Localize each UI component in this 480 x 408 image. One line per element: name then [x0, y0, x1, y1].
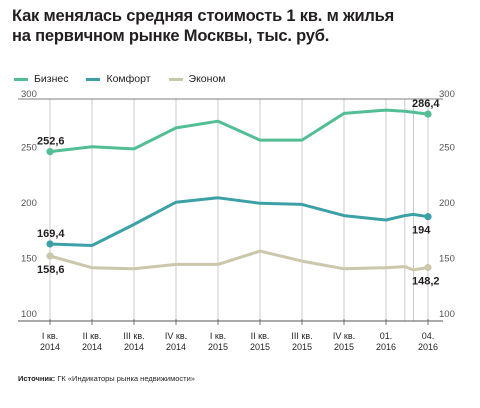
- data-point-business-5: [258, 138, 262, 142]
- end-marker-comfort-0: [46, 240, 54, 248]
- data-label-business-first: 252,6: [37, 136, 65, 148]
- y-tick-left-100: 100: [21, 309, 37, 320]
- x-tick-label-7-line2: 2015: [334, 342, 354, 352]
- y-tick-left-200: 200: [21, 198, 37, 209]
- data-point-comfort-4: [216, 196, 220, 199]
- x-tick-label-5-line1: II кв.: [251, 331, 270, 341]
- x-tick-label-0-line1: I кв.: [42, 331, 58, 341]
- y-tick-right-150: 150: [439, 254, 455, 265]
- series-line-comfort: [48, 196, 430, 247]
- end-marker-business-0: [46, 148, 54, 156]
- legend-label-comfort: Комфорт: [106, 73, 151, 85]
- legend-item-comfort: Комфорт: [86, 73, 151, 85]
- data-point-econom-7: [342, 267, 346, 271]
- data-point-econom-2: [132, 267, 136, 271]
- y-tick-right-300: 300: [439, 89, 455, 100]
- end-marker-econom-0: [46, 252, 54, 260]
- x-tick-label-4-line2: 2015: [208, 342, 228, 352]
- legend-swatch-comfort: [86, 77, 101, 81]
- data-point-comfort-10: [412, 213, 415, 216]
- data-label-business-last: 286,4: [412, 98, 440, 110]
- x-tick-label-1-line1: II кв.: [83, 331, 102, 341]
- data-point-business-6: [300, 138, 304, 142]
- data-point-business-4: [216, 120, 220, 123]
- x-tick-label-2-line2: 2014: [124, 342, 144, 352]
- data-point-comfort-3: [174, 201, 178, 204]
- chart-legend: Бизнес Комфорт Эконом: [14, 73, 226, 85]
- data-point-comfort-7: [342, 214, 346, 217]
- source-note: Источник: ГК «Индикаторы рынка недвижимо…: [18, 374, 195, 383]
- data-label-comfort-last: 194: [412, 225, 431, 237]
- data-point-econom-4: [216, 263, 220, 266]
- data-point-econom-5: [258, 249, 262, 253]
- data-point-business-2: [132, 147, 136, 151]
- x-tick-label-3-line1: IV кв.: [165, 331, 187, 341]
- series-line-business: [48, 108, 430, 154]
- x-tick-label-4-line1: I кв.: [210, 331, 226, 341]
- data-point-econom-10: [412, 268, 415, 272]
- y-tick-left-150: 150: [21, 254, 37, 265]
- y-tick-left-300: 300: [21, 89, 37, 100]
- chart-title-line-2: на первичном рынке Москвы, тыс. руб.: [12, 27, 330, 45]
- data-point-business-3: [174, 126, 178, 130]
- y-tick-right-100: 100: [439, 309, 455, 320]
- legend-item-business: Бизнес: [14, 73, 68, 85]
- x-tick-label-5-line2: 2015: [250, 342, 270, 352]
- legend-swatch-business: [14, 77, 28, 81]
- x-tick-label-0-line2: 2014: [40, 342, 60, 352]
- x-tick-label-8-line1: 01.: [380, 331, 393, 341]
- data-label-comfort-first: 169,4: [37, 228, 65, 240]
- data-point-econom-6: [300, 259, 304, 263]
- data-point-business-1: [90, 145, 94, 148]
- x-tick-label-6-line2: 2015: [292, 342, 312, 352]
- data-point-comfort-5: [258, 202, 262, 205]
- data-point-econom-3: [174, 263, 178, 266]
- data-label-econom-last: 148,2: [412, 275, 440, 287]
- y-tick-right-200: 200: [439, 198, 455, 209]
- source-text: ГК «Индикаторы рынка недвижимости»: [55, 374, 195, 383]
- data-point-comfort-1: [90, 244, 94, 247]
- data-label-econom-first: 158,6: [37, 264, 65, 276]
- data-point-comfort-8: [384, 218, 388, 222]
- data-point-business-7: [342, 112, 346, 115]
- series-line-econom: [48, 249, 430, 272]
- y-tick-right-250: 250: [439, 143, 455, 154]
- legend-item-econom: Эконом: [168, 73, 226, 85]
- x-tick-label-2-line1: III кв.: [123, 331, 144, 341]
- x-tick-label-7-line1: IV кв.: [333, 331, 355, 341]
- data-point-econom-8: [384, 266, 388, 269]
- y-tick-left-250: 250: [21, 143, 37, 154]
- data-point-comfort-6: [300, 203, 304, 206]
- legend-label-econom: Эконом: [188, 73, 226, 85]
- x-tick-label-6-line1: III кв.: [291, 331, 312, 341]
- data-point-business-9: [403, 110, 407, 113]
- legend-label-business: Бизнес: [34, 73, 69, 85]
- data-point-econom-9: [403, 265, 407, 268]
- data-point-econom-1: [90, 266, 94, 269]
- x-tick-label-9-line2: 2016: [418, 342, 438, 352]
- legend-swatch-econom: [168, 77, 183, 81]
- x-tick-label-8-line2: 2016: [376, 342, 396, 352]
- x-tick-label-3-line2: 2014: [166, 342, 186, 352]
- chart-title-line-1: Как менялась средняя стоимость 1 кв. м ж…: [12, 7, 395, 25]
- data-point-comfort-2: [132, 223, 136, 226]
- x-tick-label-1-line2: 2014: [82, 342, 102, 352]
- data-point-business-8: [384, 108, 388, 112]
- chart-title: Как менялась средняя стоимость 1 кв. м ж…: [12, 6, 472, 46]
- end-marker-comfort-1: [424, 213, 432, 221]
- end-marker-econom-1: [424, 263, 432, 272]
- end-marker-business-1: [424, 110, 432, 118]
- data-point-comfort-9: [403, 214, 407, 217]
- x-tick-label-9-line1: 04.: [422, 331, 435, 341]
- source-label: Источник:: [18, 374, 56, 383]
